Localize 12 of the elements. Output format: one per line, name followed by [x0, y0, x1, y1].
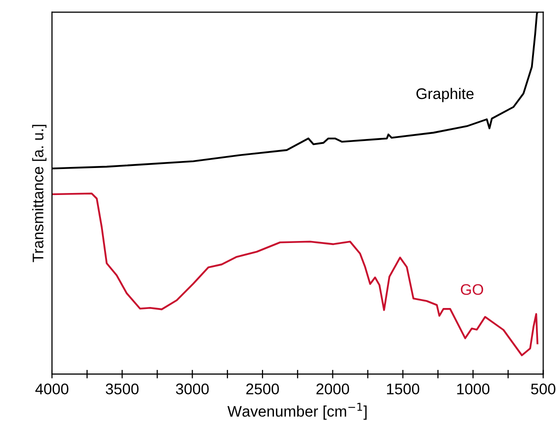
x-tick-label: 3500 [106, 384, 139, 394]
x-axis-title: Wavenumber [cm$^{−1}$] [227, 402, 367, 420]
x-tick-label: 500 [531, 384, 556, 394]
x-tick-label: 1000 [457, 384, 490, 394]
x-tick-label: 3000 [176, 384, 209, 394]
x-tick-label: 2500 [246, 384, 279, 394]
series-label: GO [460, 284, 484, 295]
x-tick-label: 4000 [35, 384, 68, 394]
y-axis-title: Transmittance [a. u.] [32, 124, 46, 262]
x-tick-label: 2000 [316, 384, 350, 394]
x-tick-label: 1500 [387, 384, 420, 394]
series-label: Graphite [416, 88, 474, 102]
